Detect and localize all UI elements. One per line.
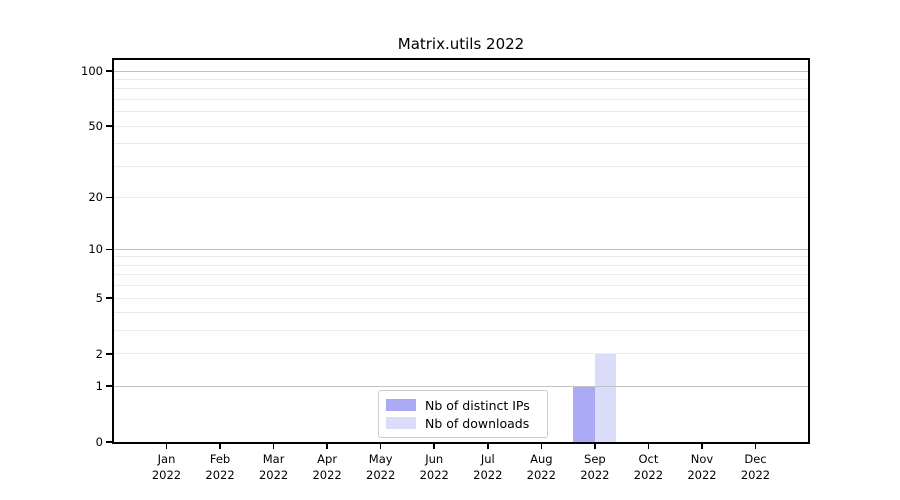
gridline-y-100 [114,70,808,73]
chart-title: Matrix.utils 2022 [397,35,525,53]
x-tick-label-nov: Nov 2022 [687,452,717,482]
y-tick-label-50: 50 [88,119,103,134]
x-tick-mar [272,444,275,449]
y-tick-5 [106,297,112,299]
y-tick-label-2: 2 [95,346,103,361]
gridline-y-7 [114,274,808,276]
x-tick-jul [486,444,489,449]
y-tick-100 [106,70,112,72]
gridline-y-9 [114,256,808,258]
gridline-y-40 [114,143,808,145]
x-tick-may [379,444,382,449]
bars-layer [114,60,808,442]
x-tick-label-mar: Mar 2022 [258,452,289,482]
legend-swatch-downloads [386,417,416,429]
y-tick-2 [106,352,112,355]
legend-label-distinct-ips: Nb of distinct IPs [425,397,530,413]
x-tick-label-apr: Apr 2022 [312,452,342,482]
y-tick-label-1: 1 [95,379,103,394]
x-tick-label-jan: Jan 2022 [151,452,182,482]
y-tick-50 [106,125,112,127]
x-tick-label-jun: Jun 2022 [419,452,449,482]
gridline-y-50 [114,125,808,127]
x-tick-dec [754,444,757,449]
x-tick-apr [326,444,328,449]
gridline-y-10 [114,248,808,251]
x-tick-label-jul: Jul 2022 [473,452,503,482]
gridline-y-6 [114,285,808,287]
y-tick-label-20: 20 [88,190,103,205]
gridline-y-80 [114,88,808,90]
gridline-y-4 [114,312,808,314]
x-tick-feb [219,444,221,449]
x-tick-sep [594,444,596,449]
x-tick-label-feb: Feb 2022 [205,452,235,482]
legend-swatch-distinct-ips [386,399,416,411]
legend: Nb of distinct IPs Nb of downloads [378,390,548,438]
y-tick-label-10: 10 [88,242,103,257]
gridline-y-90 [114,79,808,80]
y-tick-label-0: 0 [95,435,103,449]
gridlines-layer [114,60,808,442]
gridline-y-60 [114,111,808,113]
gridline-y-30 [114,165,808,167]
y-tick-1 [106,385,112,388]
gridline-y-5 [114,297,808,299]
y-tick-20 [106,196,112,199]
y-tick-10 [106,248,112,251]
y-tick-label-5: 5 [95,291,103,305]
legend-item-downloads: Nb of downloads [386,416,547,431]
legend-item-distinct-ips: Nb of distinct IPs [386,398,547,413]
gridline-y-3 [114,330,808,332]
x-tick-nov [701,444,703,449]
y-tick-0 [106,441,112,443]
bar-sep-downloads [594,353,617,442]
y-tick-label-100: 100 [81,64,103,79]
x-tick-label-may: May 2022 [366,452,396,482]
gridline-y-20 [114,196,808,198]
gridline-y-2 [114,353,808,355]
x-tick-label-sep: Sep 2022 [580,452,610,482]
x-tick-label-oct: Oct 2022 [633,452,664,482]
legend-label-downloads: Nb of downloads [425,415,530,431]
x-tick-oct [647,444,650,449]
gridline-y-1 [114,385,808,388]
x-tick-jan [165,444,168,449]
gridline-y-70 [114,98,808,100]
x-tick-label-dec: Dec 2022 [740,452,771,482]
gridline-y-8 [114,264,808,266]
bar-sep-distinct-ips [573,386,595,442]
plot-area [112,58,810,444]
x-tick-jun [433,444,436,449]
x-tick-label-aug: Aug 2022 [526,452,556,482]
x-tick-aug [540,444,543,449]
